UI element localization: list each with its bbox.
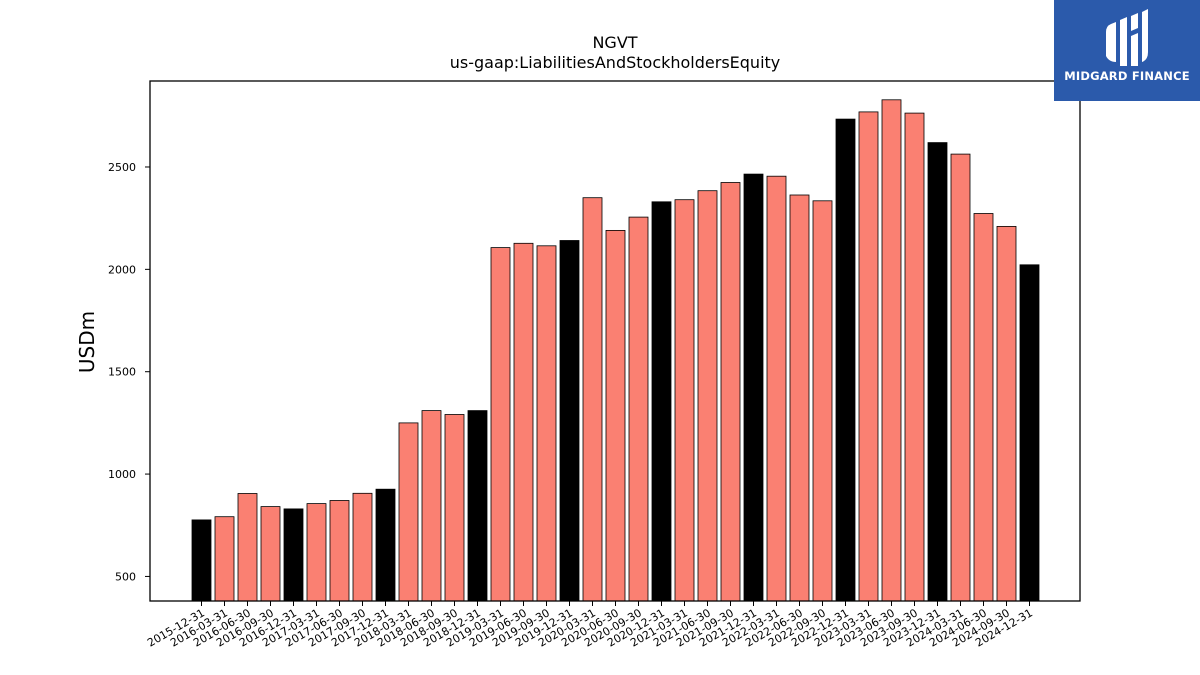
bar-2019-06-30 — [513, 242, 534, 602]
chart-subtitle: us-gaap:LiabilitiesAndStockholdersEquity — [450, 53, 781, 72]
bar-2021-03-31 — [674, 199, 695, 602]
midgard-logo-icon — [1106, 9, 1148, 66]
bar-2022-03-31 — [766, 175, 787, 602]
y-tick-label: 2000 — [108, 263, 136, 276]
bar-2022-06-30 — [789, 194, 810, 602]
bar-2021-06-30 — [697, 190, 718, 602]
bars-group — [191, 99, 1040, 602]
bar-2023-12-31 — [927, 142, 948, 602]
bar-2016-09-30 — [260, 506, 281, 602]
bar-2017-12-31 — [375, 488, 396, 602]
bar-2020-12-31 — [651, 201, 672, 602]
bar-2024-06-30 — [973, 213, 994, 602]
bar-2016-06-30 — [237, 493, 258, 602]
bar-2020-06-30 — [605, 229, 626, 602]
y-tick-label: 1000 — [108, 468, 136, 481]
bar-2017-09-30 — [352, 492, 373, 602]
bar-2018-06-30 — [421, 410, 442, 602]
bar-2020-09-30 — [628, 216, 649, 602]
bar-2017-06-30 — [329, 500, 350, 602]
bar-2020-03-31 — [582, 197, 603, 602]
bar-2018-03-31 — [398, 422, 419, 602]
x-ticks-group: 2015-12-312016-03-312016-06-302016-09-30… — [145, 601, 1035, 650]
y-axis-label: USDm — [75, 311, 99, 373]
bar-2016-12-31 — [283, 508, 304, 602]
bar-2022-09-30 — [812, 200, 833, 602]
y-ticks-group: 500 1000 1500 2000 2500 — [108, 161, 150, 583]
chart-title: NGVT — [592, 33, 637, 52]
bar-2016-03-31 — [214, 516, 235, 602]
bar-2023-03-31 — [858, 111, 879, 602]
bar-2019-03-31 — [490, 247, 511, 602]
bar-2023-06-30 — [881, 99, 902, 602]
bar-2022-12-31 — [835, 118, 856, 602]
bar-2024-12-31 — [1019, 264, 1040, 602]
bar-2019-12-31 — [559, 240, 580, 602]
y-tick-label: 1500 — [108, 366, 136, 379]
bar-2021-12-31 — [743, 173, 764, 602]
bar-2019-09-30 — [536, 245, 557, 602]
bar-2015-12-31 — [191, 519, 212, 602]
bar-2018-12-31 — [467, 410, 488, 602]
bar-2017-03-31 — [306, 503, 327, 602]
bar-2024-03-31 — [950, 153, 971, 602]
bar-2021-09-30 — [720, 182, 741, 602]
y-tick-label: 500 — [115, 570, 136, 583]
bar-2018-09-30 — [444, 414, 465, 602]
brand-name: MIDGARD FINANCE — [1064, 69, 1190, 83]
bar-2024-09-30 — [996, 225, 1017, 602]
y-tick-label: 2500 — [108, 161, 136, 174]
bar-2023-09-30 — [904, 112, 925, 602]
brand-logo: MIDGARD FINANCE — [1054, 0, 1200, 101]
plot-frame — [149, 80, 1081, 602]
